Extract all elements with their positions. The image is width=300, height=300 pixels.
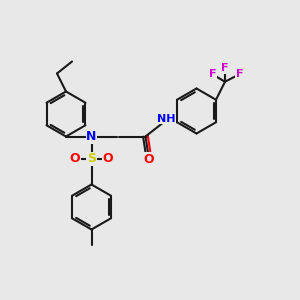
Text: NH: NH [157, 113, 176, 124]
Text: F: F [236, 69, 243, 79]
Text: F: F [221, 63, 229, 73]
Text: O: O [143, 153, 154, 166]
Text: F: F [208, 69, 216, 79]
Text: O: O [70, 152, 80, 166]
Text: S: S [87, 152, 96, 166]
Text: O: O [103, 152, 113, 166]
Text: N: N [86, 130, 97, 143]
